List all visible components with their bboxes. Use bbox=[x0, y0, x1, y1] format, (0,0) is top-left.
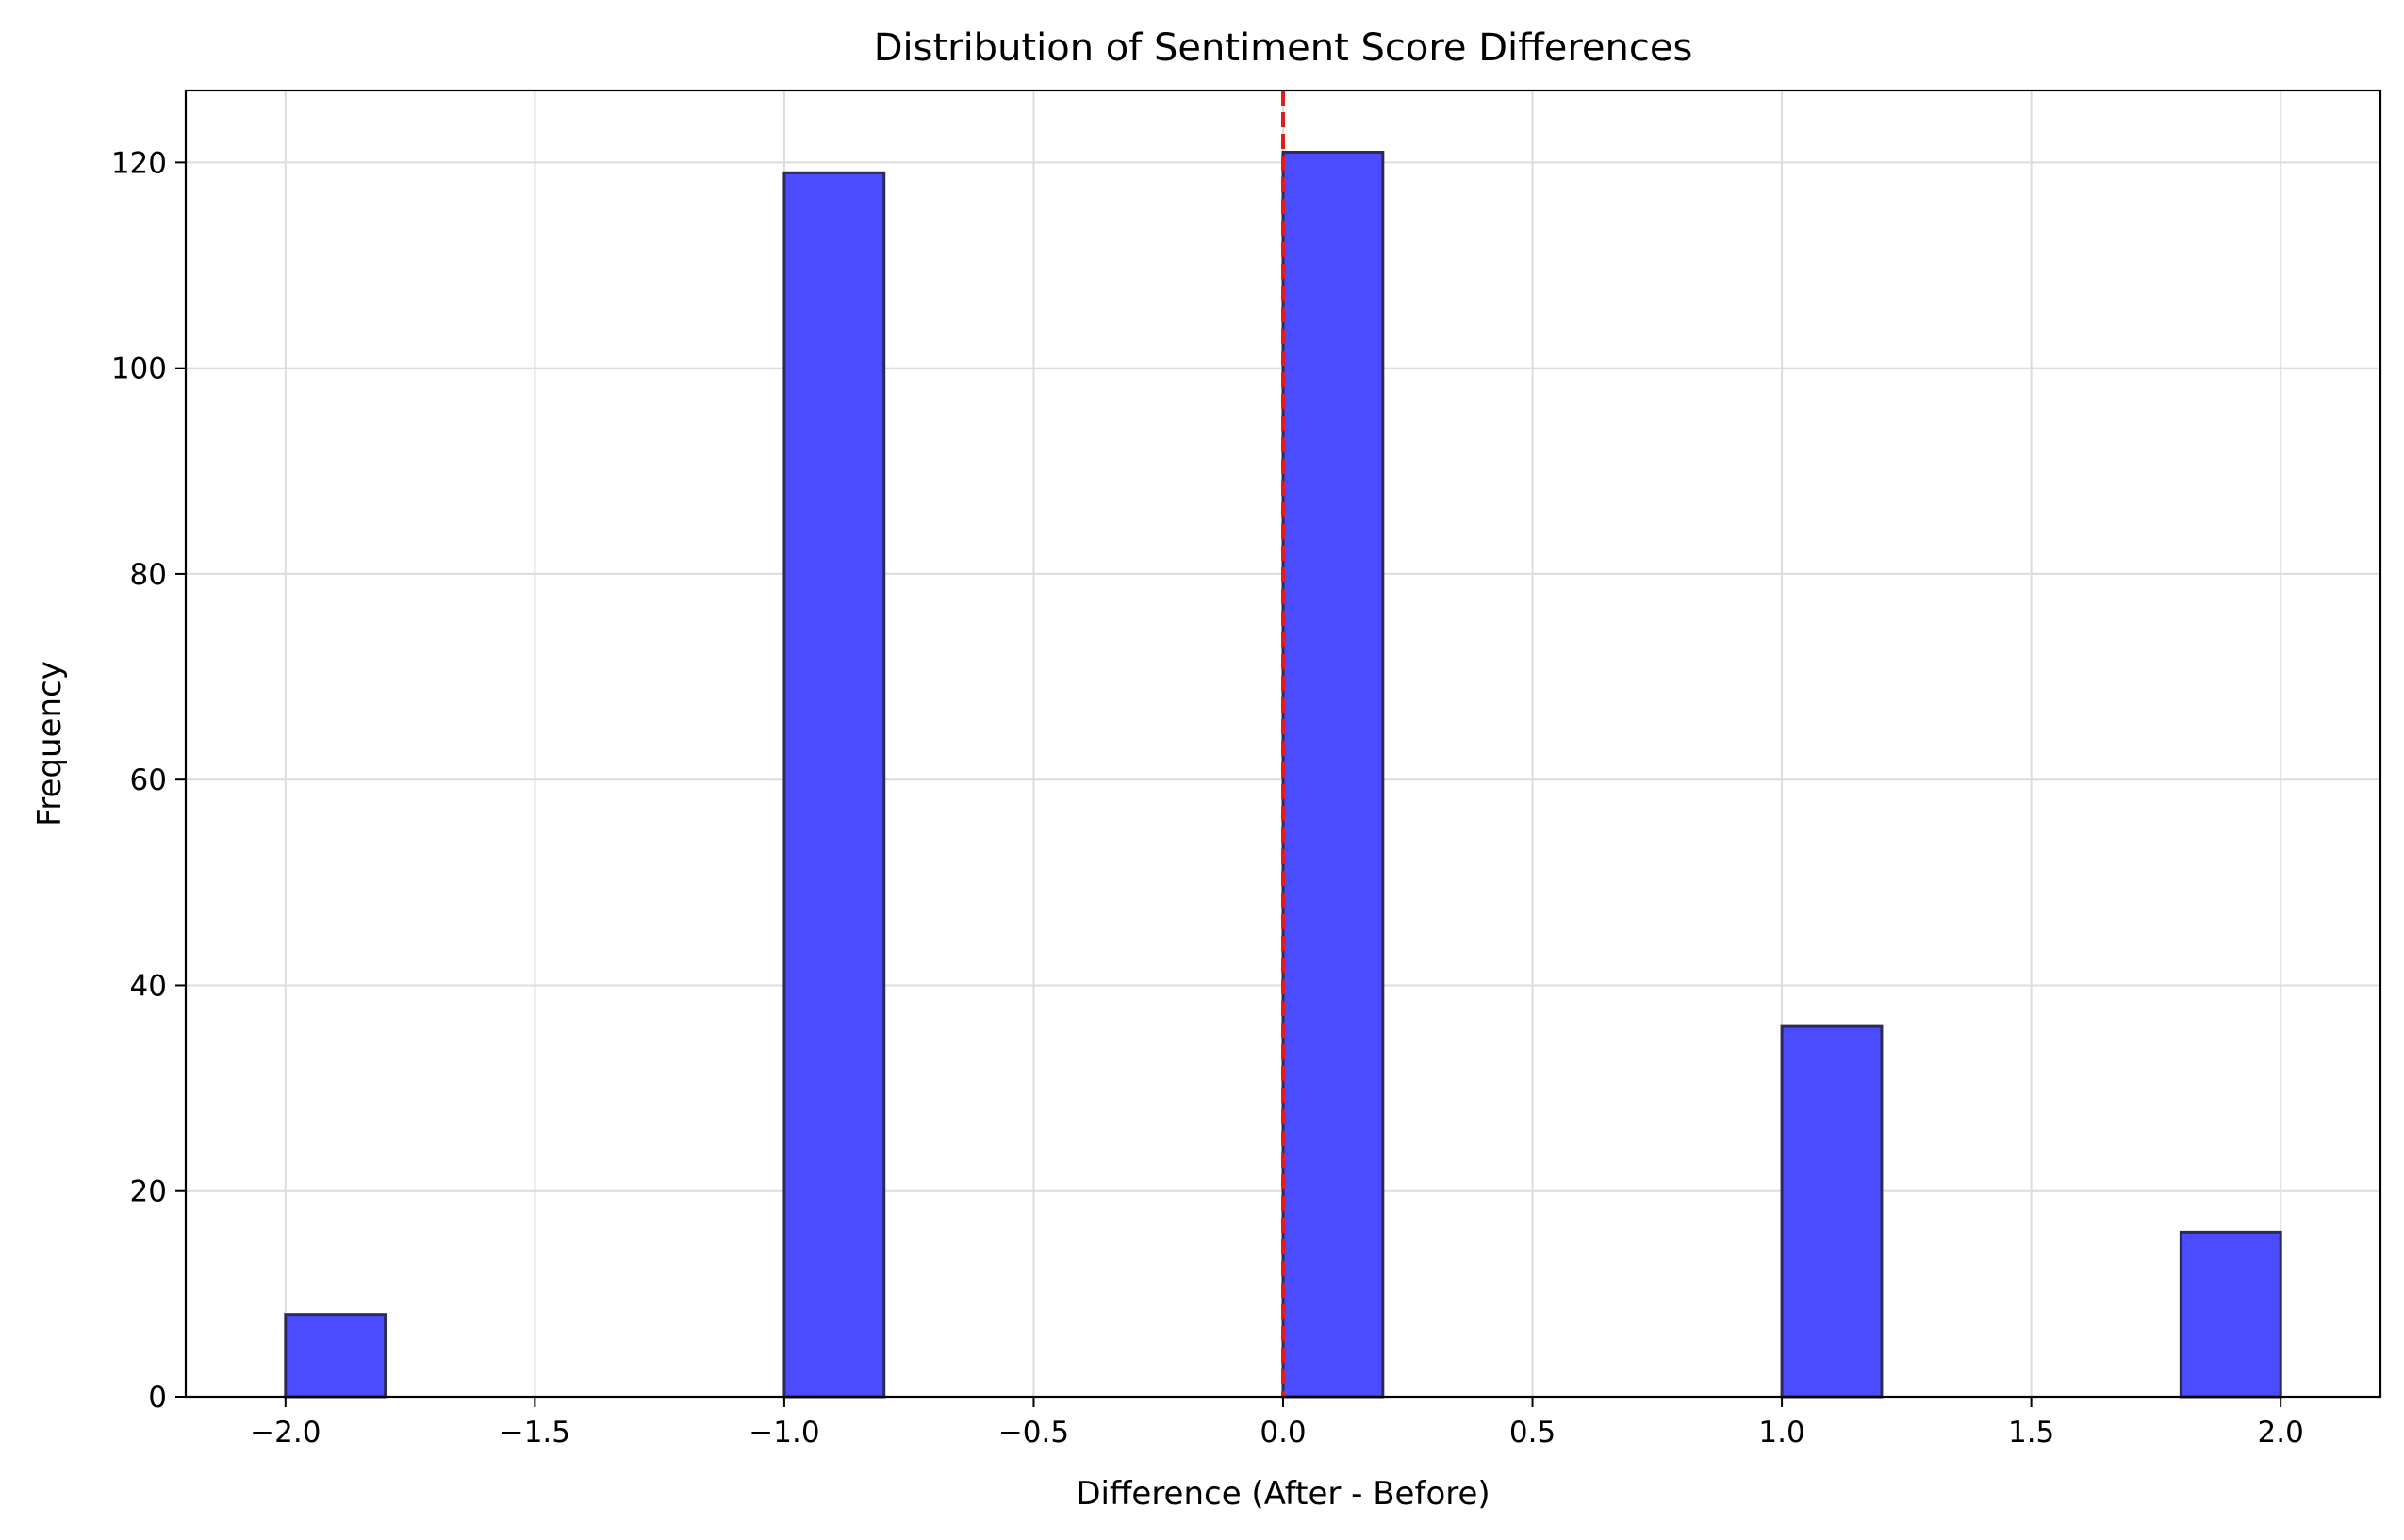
x-tick-label: −1.0 bbox=[749, 1416, 819, 1450]
x-tick-label: 0.0 bbox=[1260, 1416, 1306, 1450]
x-tick-label: −2.0 bbox=[250, 1416, 321, 1450]
y-axis-title: Frequency bbox=[31, 661, 69, 827]
x-tick-label: −0.5 bbox=[998, 1416, 1069, 1450]
histogram-bar bbox=[2179, 1230, 2282, 1399]
y-tick-label: 120 bbox=[111, 146, 167, 180]
histogram-bars bbox=[284, 150, 2282, 1399]
y-tick-label: 20 bbox=[130, 1175, 167, 1209]
x-tick-label: 2.0 bbox=[2258, 1416, 2304, 1450]
x-tick-label: 1.5 bbox=[2008, 1416, 2054, 1450]
y-tick-label: 40 bbox=[130, 969, 167, 1003]
x-axis-ticks: −2.0 −1.5 −1.0 −0.5 0.0 0.5 1.0 1.5 2.0 bbox=[250, 1397, 2304, 1450]
x-tick-label: −1.5 bbox=[500, 1416, 570, 1450]
histogram-bar bbox=[782, 171, 886, 1399]
x-axis-title: Difference (After - Before) bbox=[1076, 1475, 1490, 1513]
y-tick-label: 80 bbox=[130, 558, 167, 592]
histogram-bar bbox=[284, 1313, 387, 1399]
x-tick-label: 1.0 bbox=[1758, 1416, 1804, 1450]
y-tick-label: 60 bbox=[130, 763, 167, 797]
histogram-bar bbox=[1281, 150, 1385, 1399]
histogram-bar bbox=[1780, 1024, 1884, 1399]
y-tick-label: 100 bbox=[111, 352, 167, 386]
y-tick-label: 0 bbox=[148, 1381, 167, 1415]
y-axis-ticks: 0 20 40 60 80 100 120 bbox=[111, 146, 186, 1415]
x-tick-label: 0.5 bbox=[1509, 1416, 1556, 1450]
chart-title: Distribution of Sentiment Score Differen… bbox=[874, 26, 1693, 70]
